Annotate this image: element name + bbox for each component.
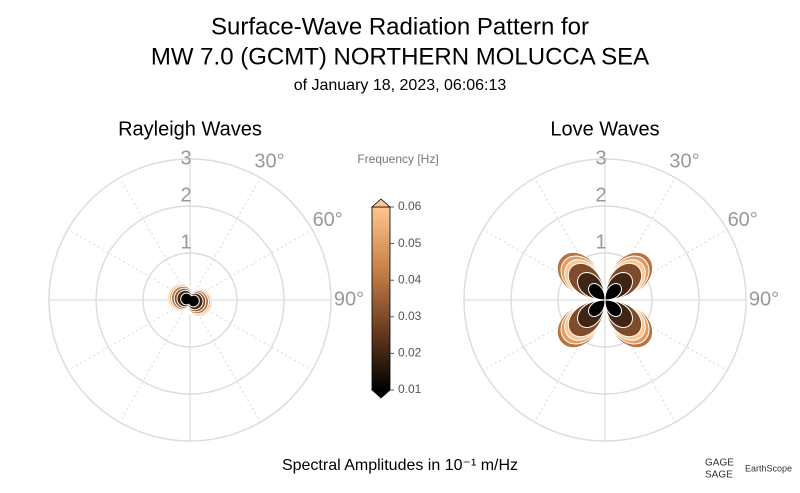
angle-tick-label: 30°	[254, 151, 284, 173]
colorbar-tick-label: 0.05	[398, 236, 422, 250]
r-tick-label: 2	[180, 184, 191, 206]
angle-tick-label: 90°	[334, 288, 364, 310]
radial-grid	[118, 299, 191, 423]
colorbar	[371, 206, 391, 391]
radial-grid	[604, 299, 677, 423]
radial-grid	[189, 228, 313, 301]
ring-grid	[142, 252, 238, 348]
radial-grid	[189, 299, 313, 372]
footer: Spectral Amplitudes in 10⁻¹ m/Hz	[282, 457, 518, 474]
r-tick-label: 1	[595, 231, 606, 253]
angle-tick-label: 30°	[669, 151, 699, 173]
colorbar-tick-label: 0.04	[398, 272, 422, 286]
ring-grid	[510, 205, 700, 395]
colorbar-tick-label: 0.01	[398, 382, 422, 396]
r-tick-label: 3	[595, 147, 606, 169]
radial-grid	[67, 228, 191, 301]
radial-grid	[67, 299, 191, 372]
colorbar-extend	[370, 198, 392, 208]
ring-grid	[48, 158, 332, 442]
r-tick-label: 1	[180, 231, 191, 253]
r-tick-label: 3	[180, 147, 191, 169]
colorbar-label: Frequency [Hz]	[357, 152, 438, 166]
colorbar-extend	[370, 389, 392, 399]
logo: EarthScope	[745, 463, 792, 473]
r-tick-label: 2	[595, 184, 606, 206]
angle-tick-label: 60°	[313, 209, 343, 231]
colorbar-tick-label: 0.02	[398, 346, 422, 360]
subplot-title: Love Waves	[550, 118, 659, 140]
subplot-title: Rayleigh Waves	[118, 118, 262, 140]
radial-grid	[533, 177, 606, 301]
title-line: Surface-Wave Radiation Pattern for	[211, 13, 589, 40]
subtitle: of January 18, 2023, 06:06:13	[294, 77, 507, 94]
ring-grid	[463, 158, 747, 442]
logo: GAGE	[705, 458, 734, 469]
radial-grid	[118, 177, 191, 301]
radial-grid	[482, 228, 606, 301]
colorbar-tick-label: 0.06	[398, 199, 422, 213]
radial-grid	[604, 228, 728, 301]
radial-grid	[189, 177, 262, 301]
radial-grid	[533, 299, 606, 423]
logo: SAGE	[705, 470, 733, 481]
radial-grid	[189, 299, 262, 423]
ring-grid	[95, 205, 285, 395]
radial-grid	[604, 177, 677, 301]
colorbar-tick-label: 0.03	[398, 309, 422, 323]
angle-tick-label: 60°	[728, 209, 758, 231]
radiation-lobe	[587, 282, 623, 318]
ring-grid	[557, 252, 653, 348]
radial-grid	[482, 299, 606, 372]
radial-grid	[604, 299, 728, 372]
angle-tick-label: 90°	[749, 288, 779, 310]
title-line: MW 7.0 (GCMT) NORTHERN MOLUCCA SEA	[151, 43, 649, 70]
radiation-lobe	[180, 292, 200, 308]
